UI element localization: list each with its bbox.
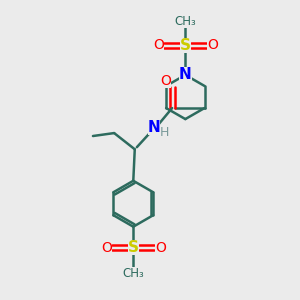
Text: CH₃: CH₃ bbox=[175, 15, 196, 28]
Text: N: N bbox=[148, 120, 160, 135]
Text: O: O bbox=[160, 74, 171, 88]
Text: O: O bbox=[207, 38, 218, 52]
Text: H: H bbox=[160, 126, 169, 139]
Text: S: S bbox=[180, 38, 191, 53]
Text: S: S bbox=[128, 240, 139, 255]
Text: O: O bbox=[155, 241, 166, 255]
Text: CH₃: CH₃ bbox=[122, 267, 144, 280]
Text: N: N bbox=[179, 68, 192, 82]
Text: O: O bbox=[101, 241, 112, 255]
Text: O: O bbox=[153, 38, 164, 52]
